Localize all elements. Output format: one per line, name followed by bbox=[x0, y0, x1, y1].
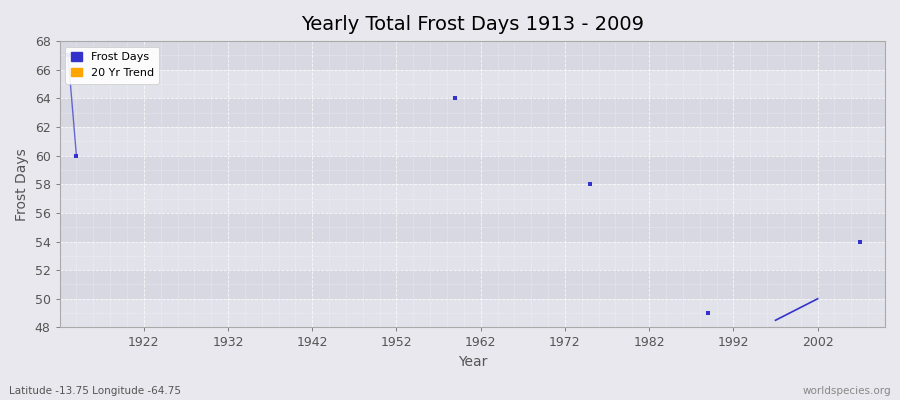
Bar bbox=[59, 127, 885, 156]
Point bbox=[701, 310, 716, 316]
Bar bbox=[59, 242, 885, 270]
Point bbox=[61, 52, 76, 59]
Text: worldspecies.org: worldspecies.org bbox=[803, 386, 891, 396]
Point bbox=[852, 238, 867, 245]
Title: Yearly Total Frost Days 1913 - 2009: Yearly Total Frost Days 1913 - 2009 bbox=[301, 15, 644, 34]
Bar bbox=[59, 184, 885, 213]
Point bbox=[583, 181, 598, 188]
Text: Latitude -13.75 Longitude -64.75: Latitude -13.75 Longitude -64.75 bbox=[9, 386, 181, 396]
Bar bbox=[59, 70, 885, 98]
Bar bbox=[59, 213, 885, 242]
Legend: Frost Days, 20 Yr Trend: Frost Days, 20 Yr Trend bbox=[65, 47, 159, 84]
Bar bbox=[59, 270, 885, 299]
Bar bbox=[59, 41, 885, 70]
Point bbox=[448, 95, 463, 102]
Bar bbox=[59, 299, 885, 328]
Bar bbox=[59, 98, 885, 127]
Bar bbox=[59, 156, 885, 184]
Y-axis label: Frost Days: Frost Days bbox=[15, 148, 29, 221]
Point bbox=[69, 152, 84, 159]
X-axis label: Year: Year bbox=[457, 355, 487, 369]
